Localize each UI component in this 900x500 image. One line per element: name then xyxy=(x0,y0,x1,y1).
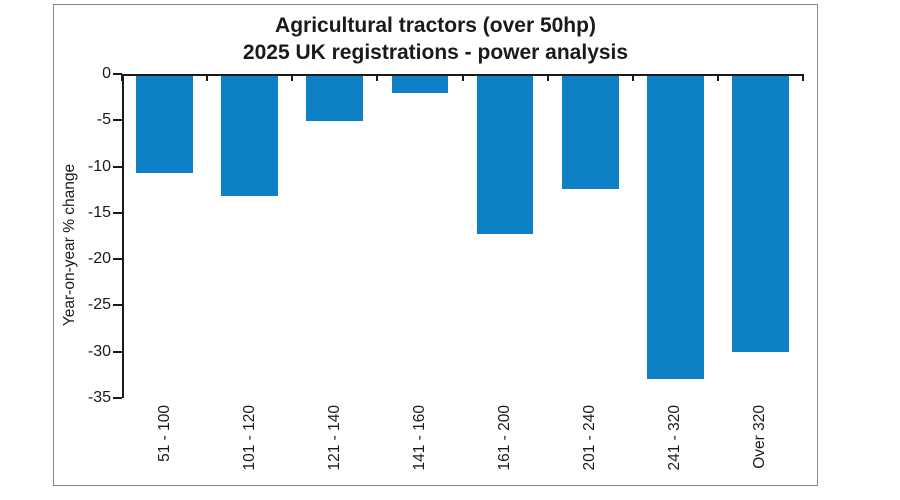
y-tick-label: -10 xyxy=(87,157,111,175)
x-tick-mark xyxy=(291,74,294,81)
x-tick-label: 51 - 100 xyxy=(155,405,173,462)
y-tick-mark xyxy=(113,119,122,122)
x-tick-label: 141 - 160 xyxy=(410,405,428,471)
y-tick-mark xyxy=(113,397,122,399)
bar-141-160 xyxy=(391,74,449,93)
y-tick-mark xyxy=(113,304,122,307)
y-tick-mark xyxy=(113,165,122,168)
y-tick-label: -20 xyxy=(87,250,111,268)
x-tick-mark xyxy=(121,74,123,81)
bar-101-120 xyxy=(221,74,279,197)
y-tick-mark xyxy=(113,258,122,261)
y-tick-label: -35 xyxy=(87,389,111,406)
x-tick-mark xyxy=(376,74,379,81)
chart-outer-frame: Agricultural tractors (over 50hp) 2025 U… xyxy=(53,4,818,486)
y-tick-label: -5 xyxy=(96,111,111,129)
x-tick-mark xyxy=(546,74,549,81)
x-tick-label: 161 - 200 xyxy=(496,405,514,471)
x-axis-zero-line xyxy=(122,74,803,76)
y-axis-line xyxy=(122,74,124,398)
chart-title: Agricultural tractors (over 50hp) 2025 U… xyxy=(54,12,817,66)
x-tick-mark xyxy=(802,74,804,81)
bar-201-240 xyxy=(561,74,619,189)
y-tick-mark xyxy=(113,350,122,353)
x-tick-label: 241 - 320 xyxy=(666,405,684,471)
y-tick-label: -30 xyxy=(87,342,111,360)
y-tick-label: -15 xyxy=(87,203,111,221)
y-tick-label: 0 xyxy=(102,65,111,82)
chart-title-line-1: Agricultural tractors (over 50hp) xyxy=(275,14,596,37)
bar-241-320 xyxy=(646,74,704,380)
bar-161-200 xyxy=(476,74,534,235)
x-tick-mark xyxy=(206,74,209,81)
y-tick-mark xyxy=(113,211,122,214)
x-tick-mark xyxy=(716,74,719,81)
x-tick-mark xyxy=(631,74,634,81)
x-tick-label: 121 - 140 xyxy=(325,405,343,471)
bar-121-140 xyxy=(306,74,364,122)
y-tick-mark xyxy=(113,73,122,75)
y-tick-label: -25 xyxy=(87,296,111,314)
x-tick-label: Over 320 xyxy=(751,405,769,469)
x-tick-label: 201 - 240 xyxy=(581,405,599,471)
bar-Over320 xyxy=(732,74,789,352)
x-tick-label: 101 - 120 xyxy=(240,405,258,471)
bar-51-100 xyxy=(136,74,193,174)
x-tick-mark xyxy=(461,74,464,81)
chart-title-line-2: 2025 UK registrations - power analysis xyxy=(242,41,629,64)
